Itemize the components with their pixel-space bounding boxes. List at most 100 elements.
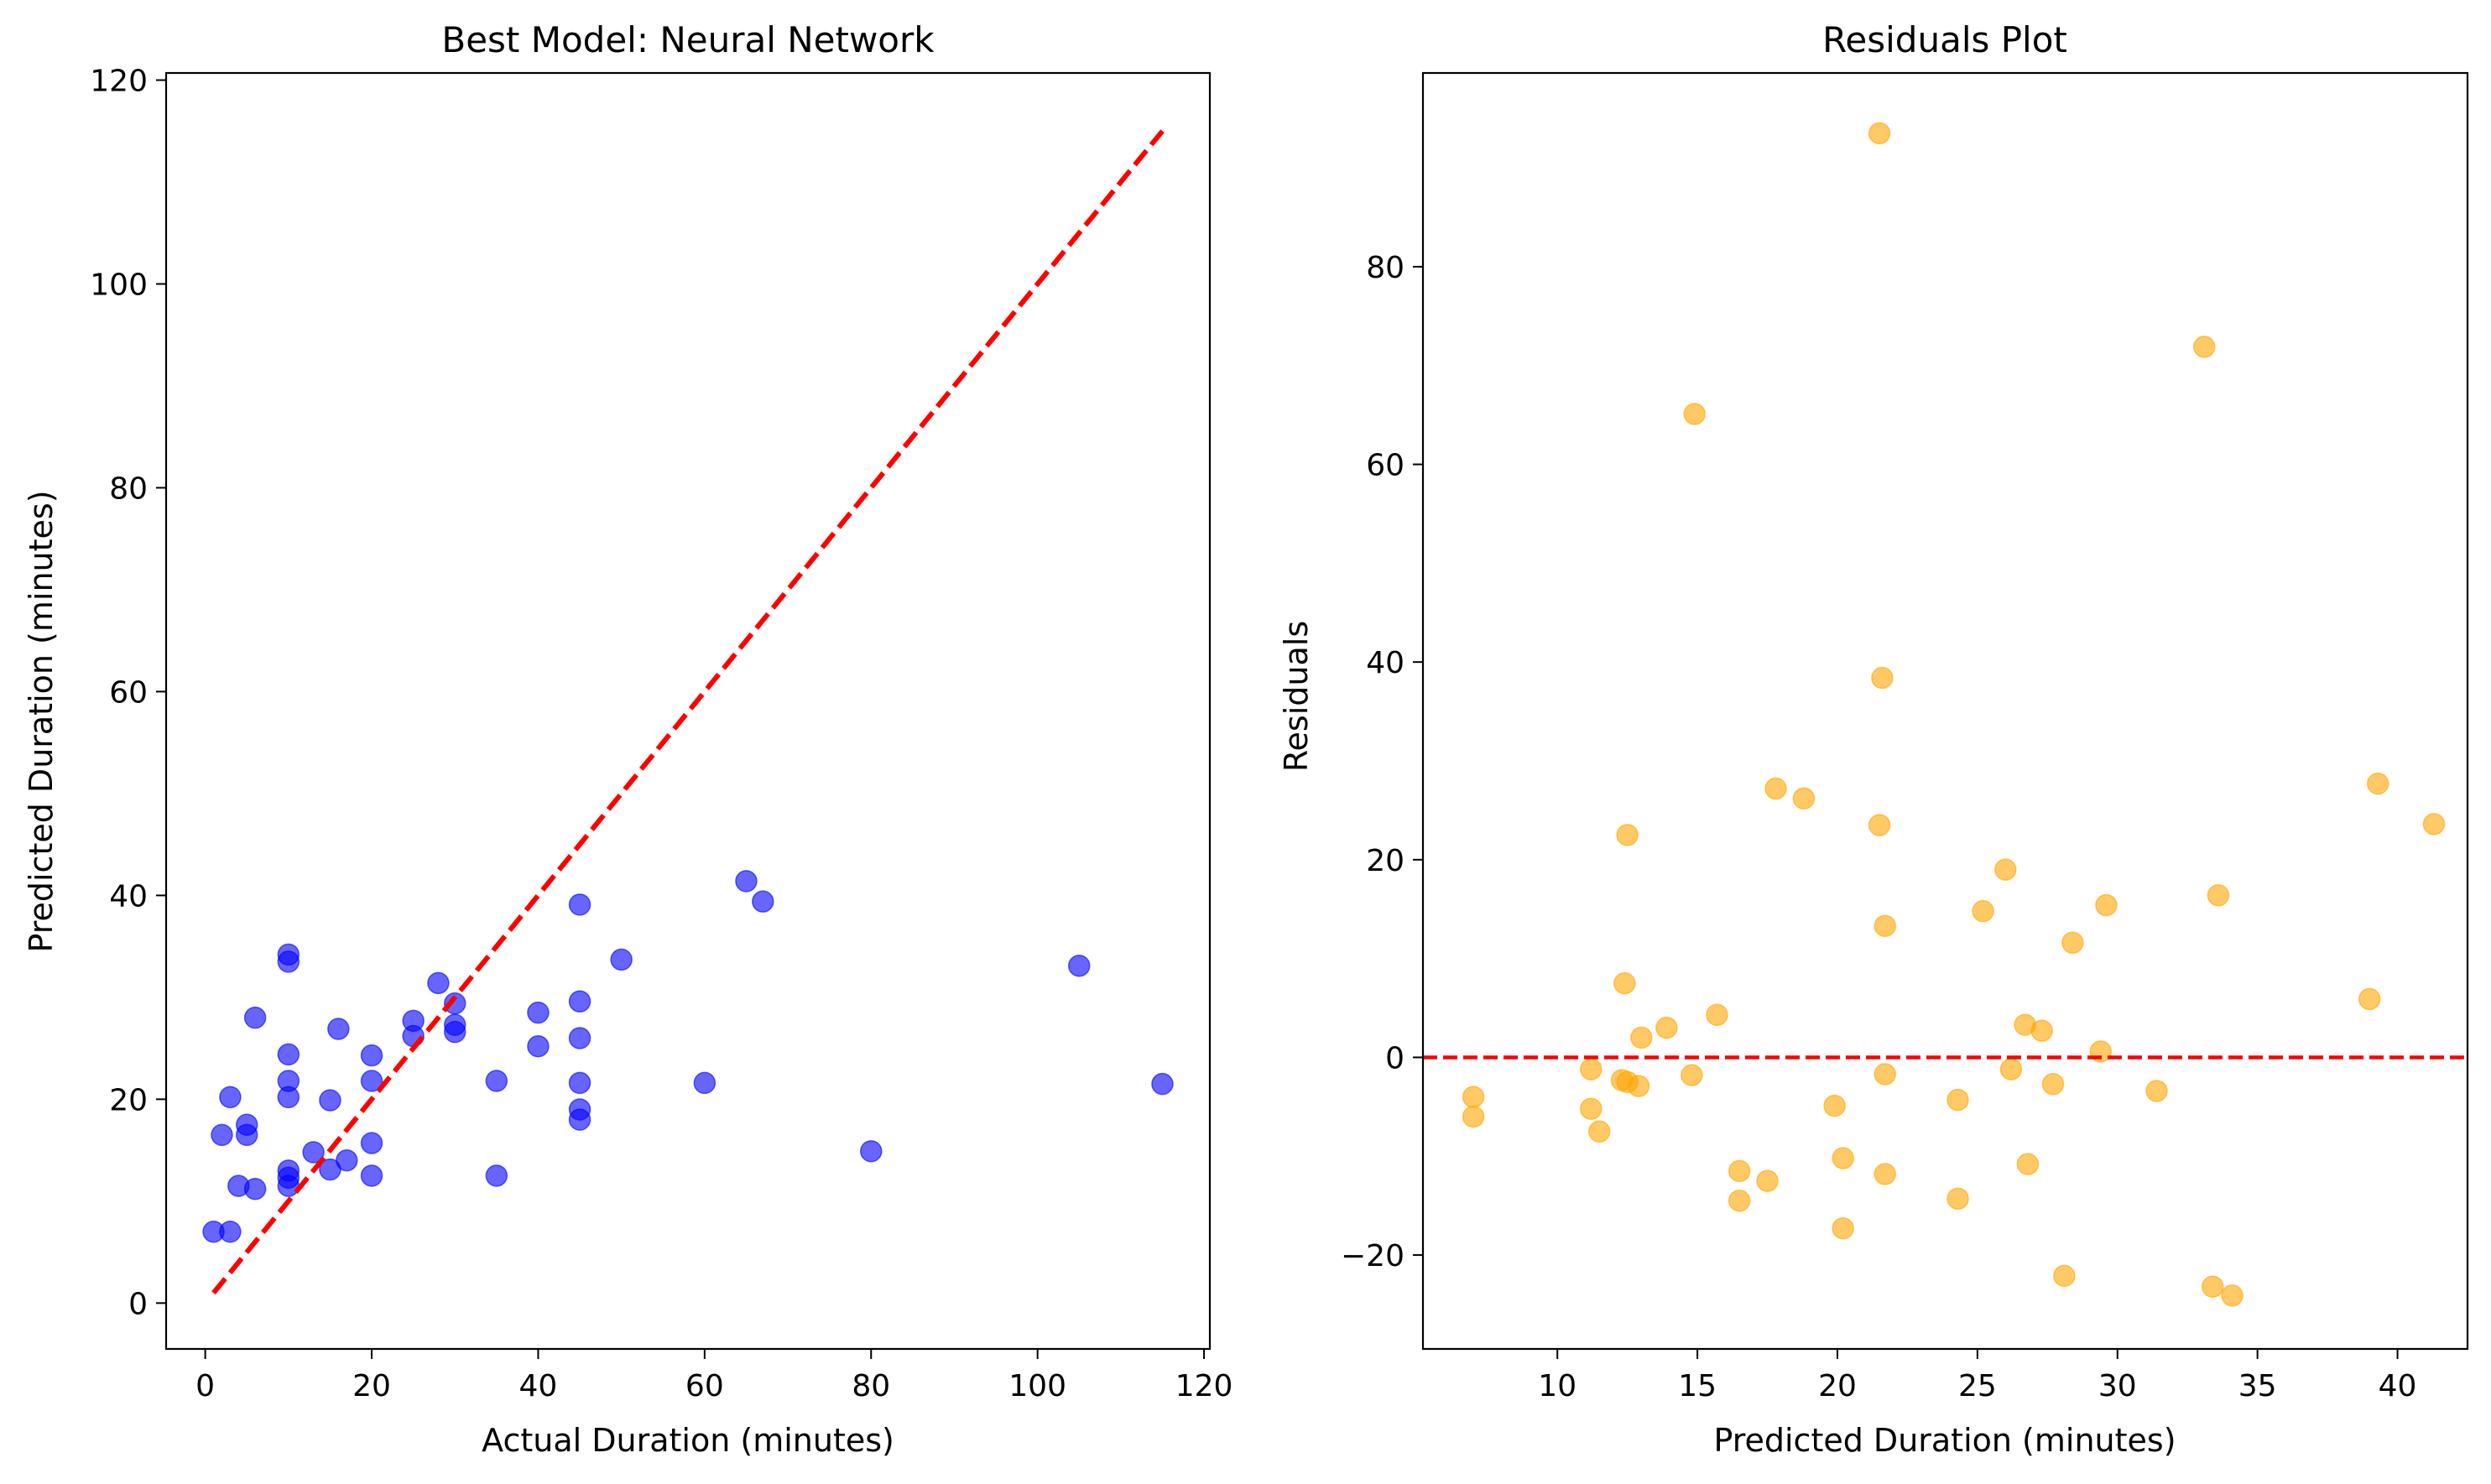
scatter-point	[2145, 1080, 2168, 1102]
chart-title: Best Model: Neural Network	[441, 19, 935, 60]
x-tick-label: 15	[1678, 1369, 1717, 1403]
scatter-point	[1873, 1163, 1896, 1185]
scatter-point	[2202, 1275, 2224, 1299]
scatter-point	[2366, 772, 2389, 795]
scatter-point	[1613, 971, 1636, 995]
scatter-point	[568, 990, 591, 1013]
scatter-point	[1792, 787, 1816, 810]
scatter-point	[2061, 931, 2084, 955]
scatter-point	[2192, 336, 2216, 358]
scatter-point	[277, 950, 300, 973]
scatter-point	[1946, 1088, 1969, 1112]
x-tick-label: 0	[195, 1369, 215, 1403]
axes: 0 20 40 60 80 100 120 0 20 40 60 80 100 120	[90, 65, 1232, 1403]
scatter-point	[1616, 824, 1639, 846]
scatter-point	[1823, 1094, 1846, 1117]
scatter-point	[1627, 1075, 1650, 1097]
scatter-point	[1873, 1063, 1896, 1086]
scatter-point	[693, 1071, 717, 1095]
scatter-point	[1832, 1217, 1854, 1240]
scatter-point	[1630, 1026, 1653, 1049]
scatter-point	[360, 1070, 383, 1092]
scatter-point	[319, 1089, 341, 1112]
scatter-point	[2041, 1073, 2065, 1096]
x-tick-label: 30	[2098, 1369, 2137, 1403]
scatter-point	[1728, 1159, 1751, 1183]
scatter-point	[568, 1071, 591, 1095]
scatter-point	[1580, 1058, 1602, 1080]
scatter-point	[2221, 1284, 2243, 1307]
y-tick-label: 20	[1366, 844, 1404, 878]
scatter-point	[277, 1043, 300, 1066]
y-tick-label: 120	[90, 65, 148, 99]
x-tick-label: 10	[1538, 1369, 1576, 1403]
scatter-point	[360, 1044, 383, 1067]
scatter-point	[527, 1034, 550, 1058]
x-tick-label: 100	[1008, 1369, 1066, 1403]
scatter-point	[485, 1070, 508, 1092]
scatter-point	[427, 971, 450, 995]
scatter-point	[302, 1141, 325, 1164]
data-layer	[202, 129, 1174, 1295]
x-axis-label: Actual Duration (minutes)	[482, 1422, 894, 1459]
y-tick-label: 0	[1385, 1041, 1404, 1075]
x-tick-label: 120	[1175, 1369, 1233, 1403]
scatter-point	[1832, 1147, 1854, 1169]
y-axis-label: Residuals	[1278, 621, 1315, 772]
scatter-point	[1946, 1187, 1969, 1211]
scatter-point	[360, 1164, 383, 1187]
scatter-point	[360, 1132, 383, 1154]
y-tick-label: 80	[109, 471, 148, 506]
scatter-point	[243, 1178, 267, 1200]
scatter-point	[1151, 1072, 1174, 1096]
x-tick-label: 25	[1958, 1369, 1997, 1403]
scatter-chart-actual-vs-predicted: Best Model: Neural Network 0 20 40 60 80 100 1…	[23, 19, 1232, 1459]
scatter-point	[2358, 987, 2381, 1011]
scatter-point	[1655, 1016, 1678, 1039]
scatter-point	[1681, 1064, 1703, 1086]
scatter-point	[527, 1001, 550, 1024]
scatter-point	[735, 870, 758, 893]
x-axis-label: Predicted Duration (minutes)	[1713, 1422, 2176, 1459]
scatter-point	[235, 1123, 258, 1147]
scatter-point	[2030, 1019, 2053, 1042]
y-tick-label: 40	[109, 879, 148, 914]
scatter-point	[752, 890, 774, 913]
scatter-point	[211, 1123, 233, 1147]
scatter-point	[1728, 1190, 1751, 1212]
perfect-prediction-line	[211, 129, 1165, 1295]
scatter-point	[2095, 893, 2118, 917]
y-tick-label: 0	[128, 1287, 148, 1321]
scatter-point	[1871, 666, 1894, 690]
scatter-point	[327, 1018, 350, 1040]
scatter-point	[243, 1006, 267, 1029]
scatter-point	[1588, 1120, 1611, 1143]
scatter-point	[1994, 858, 2017, 881]
x-tick-label: 20	[352, 1369, 391, 1403]
axes: 10 15 20 25 30 35 40 −20 0 20 40 60 80	[1341, 71, 2469, 1403]
scatter-point	[443, 1020, 466, 1044]
x-tick-label: 35	[2238, 1369, 2277, 1403]
scatter-point	[1683, 403, 1707, 425]
x-tick-label: 40	[2379, 1369, 2417, 1403]
plot-frame	[1421, 71, 2469, 1351]
scatter-point	[1068, 954, 1091, 977]
scatter-point	[568, 1108, 591, 1131]
y-tick-label: 40	[1366, 646, 1404, 680]
scatter-point	[1706, 1003, 1728, 1027]
scatter-point	[1868, 122, 1891, 145]
scatter-point	[859, 1140, 883, 1163]
scatter-point	[568, 893, 591, 916]
scatter-point	[277, 1174, 300, 1197]
y-tick-label: 100	[90, 268, 148, 302]
scatter-chart-residuals: Residuals Plot 10 15 20 25 30 35 40 −20 0 20 40 60 8…	[1278, 19, 2469, 1459]
scatter-point	[2207, 883, 2230, 907]
scatter-point	[2016, 1153, 2040, 1175]
scatter-point	[1868, 814, 1891, 836]
scatter-point	[277, 1086, 300, 1109]
y-tick-label: 60	[1366, 449, 1404, 483]
y-tick-label: 20	[109, 1083, 148, 1117]
scatter-point	[485, 1164, 508, 1187]
